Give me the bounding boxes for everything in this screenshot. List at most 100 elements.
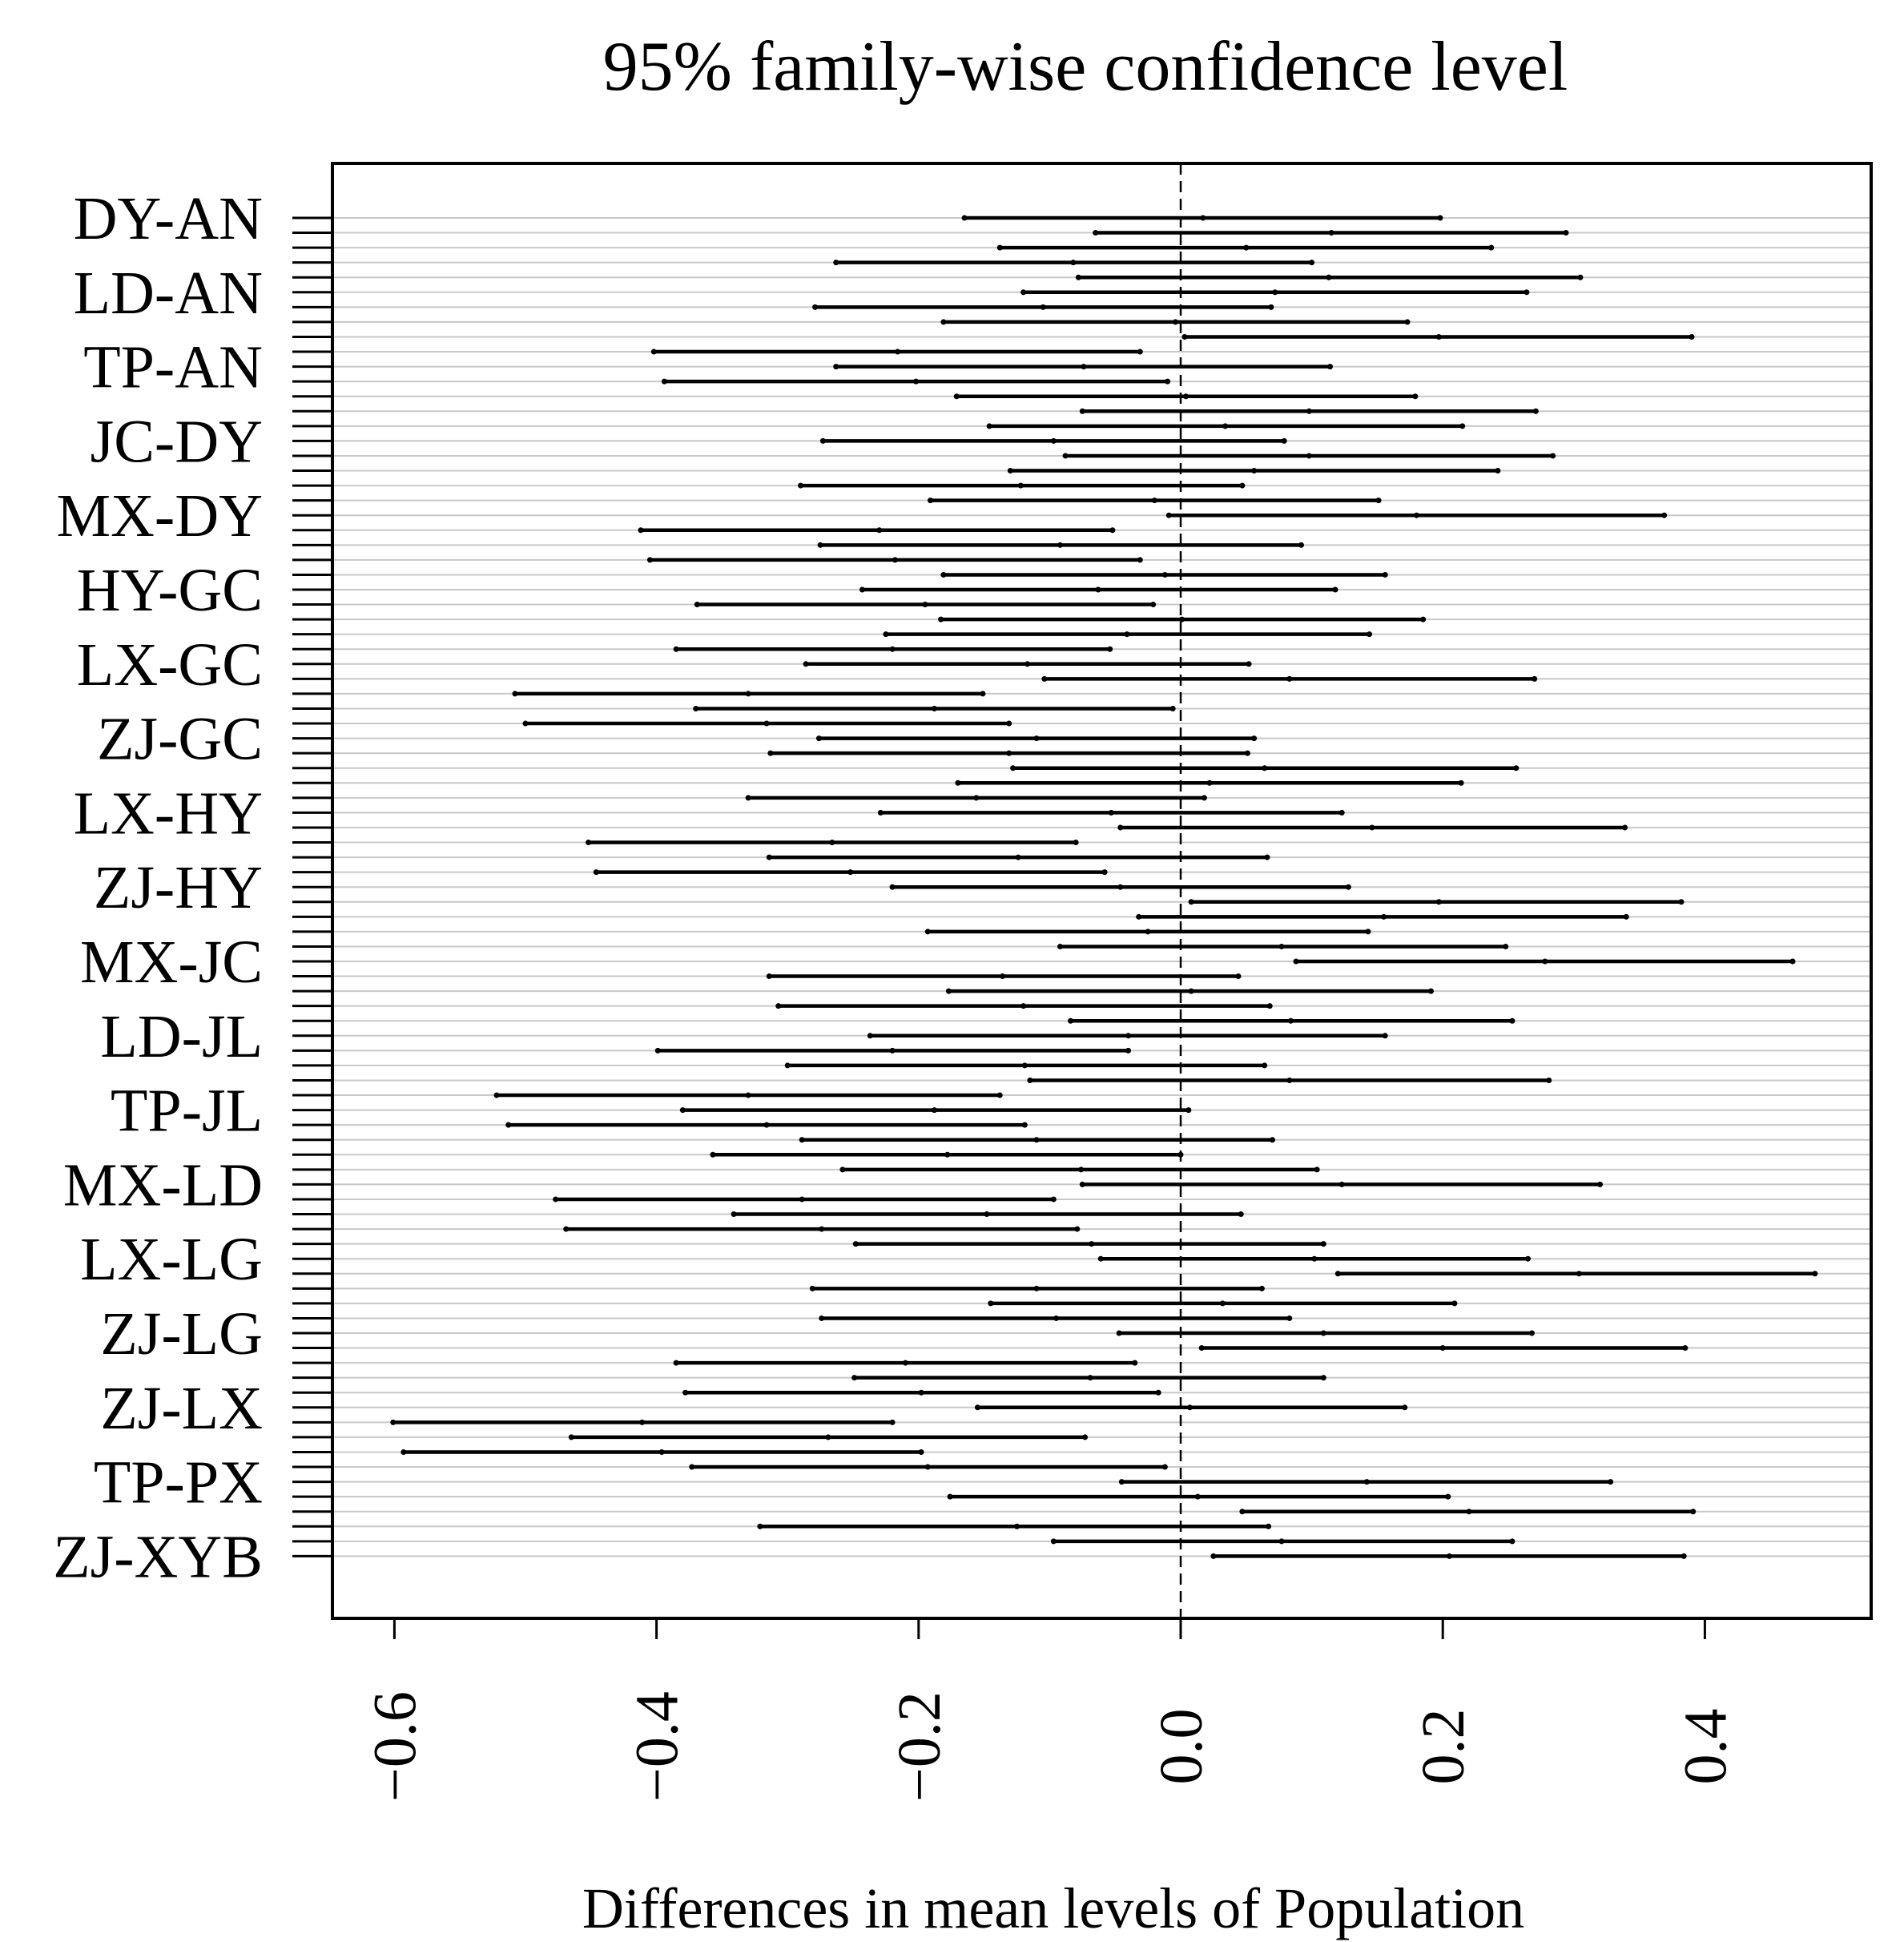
y-tick-label: ZJ-XYB <box>53 1523 263 1590</box>
interval <box>974 1404 1408 1411</box>
interval-upper <box>1281 437 1287 444</box>
interval-estimate <box>1326 274 1332 280</box>
interval-estimate <box>825 1434 831 1440</box>
interval-lower <box>819 1315 825 1321</box>
interval-upper <box>1577 274 1584 280</box>
interval-upper <box>1270 1137 1276 1143</box>
interval-lower <box>563 1226 570 1232</box>
interval-upper <box>1258 1285 1265 1291</box>
interval <box>833 364 1334 370</box>
interval-estimate <box>892 557 898 563</box>
interval-estimate <box>1095 586 1101 593</box>
interval-estimate <box>745 691 751 697</box>
interval-upper <box>1681 1553 1687 1559</box>
interval-lower <box>775 1003 782 1009</box>
interval-lower <box>859 586 865 593</box>
interval-upper <box>1332 586 1338 593</box>
interval-lower <box>1079 1181 1085 1187</box>
interval <box>1027 1077 1552 1083</box>
interval-estimate <box>1194 1493 1201 1500</box>
interval-estimate <box>1251 468 1258 474</box>
interval-estimate <box>1053 1315 1060 1321</box>
interval-upper <box>1451 1300 1458 1307</box>
interval <box>650 349 1143 355</box>
interval-estimate <box>1050 437 1057 444</box>
interval-lower <box>819 437 826 444</box>
interval <box>953 393 1419 400</box>
x-axis-label: Differences in mean levels of Population <box>582 1876 1524 1940</box>
interval <box>522 720 1012 727</box>
interval-upper <box>1006 720 1012 727</box>
interval-estimate <box>1311 1255 1318 1262</box>
y-tick-label: ZJ-LG <box>100 1300 263 1368</box>
interval <box>1062 453 1556 459</box>
interval-estimate <box>1381 913 1387 920</box>
interval-estimate <box>1161 571 1168 578</box>
interval-upper <box>1125 1047 1132 1054</box>
interval-upper <box>1404 319 1411 325</box>
interval-upper <box>1266 1523 1272 1529</box>
interval <box>710 1151 1184 1158</box>
interval-estimate <box>1435 899 1442 905</box>
interval <box>1020 289 1530 296</box>
y-tick-labels: DY-AN LD-AN TP-AN JC-DY MX-DY HY-GC LX-GC ZJ-GC… <box>53 185 263 1590</box>
interval-estimate <box>1219 1300 1226 1307</box>
interval-lower <box>673 646 679 652</box>
interval-estimate <box>1576 1271 1582 1277</box>
interval-lower <box>1117 824 1124 831</box>
interval-estimate <box>1108 809 1114 816</box>
interval-upper <box>1495 468 1501 474</box>
interval-upper <box>1298 542 1305 548</box>
interval-lower <box>1075 274 1081 280</box>
interval-estimate <box>1186 1404 1193 1411</box>
interval-upper <box>1532 675 1538 682</box>
interval-lower <box>945 988 952 994</box>
interval-estimate <box>1145 929 1151 935</box>
interval-upper <box>1445 1493 1451 1500</box>
interval <box>1041 675 1538 682</box>
interval-lower <box>745 795 751 801</box>
interval-lower <box>710 1151 716 1158</box>
interval-upper <box>1169 705 1176 711</box>
interval-lower <box>974 1404 980 1411</box>
interval-lower <box>947 1493 953 1500</box>
interval-lower <box>986 423 992 429</box>
interval-estimate <box>763 1122 770 1128</box>
interval-estimate <box>1200 215 1206 221</box>
interval-lower <box>1097 1255 1104 1262</box>
interval <box>815 735 1258 742</box>
interval <box>938 616 1427 622</box>
interval-estimate <box>889 1047 896 1054</box>
interval-estimate <box>1446 1553 1452 1559</box>
interval-upper <box>1661 512 1668 518</box>
interval-lower <box>809 1285 815 1291</box>
interval <box>1118 1479 1614 1485</box>
y-tick-label: LX-LG <box>80 1226 263 1293</box>
interval-upper <box>1268 304 1274 310</box>
interval-lower <box>766 854 772 860</box>
interval <box>1075 274 1584 280</box>
interval-estimate <box>1262 765 1268 772</box>
interval-upper <box>1437 215 1443 221</box>
interval-estimate <box>876 527 883 534</box>
interval-estimate <box>1024 661 1031 667</box>
interval-estimate <box>1206 780 1213 786</box>
interval-upper <box>1623 913 1629 920</box>
interval-estimate <box>1057 542 1063 548</box>
interval-lower <box>1181 333 1188 340</box>
interval-estimate <box>1000 973 1006 980</box>
interval-estimate <box>1081 364 1087 370</box>
interval-lower <box>799 1137 805 1143</box>
interval <box>757 1523 1272 1529</box>
interval-upper <box>1050 1196 1057 1203</box>
interval-estimate <box>944 1151 951 1158</box>
interval-estimate <box>924 1464 931 1470</box>
interval-lower <box>928 498 934 504</box>
interval-upper <box>1382 1033 1388 1039</box>
interval-estimate <box>1183 393 1189 400</box>
interval-estimate <box>763 720 770 727</box>
interval-upper <box>1177 1151 1184 1158</box>
interval-lower <box>817 542 823 548</box>
interval-lower <box>767 750 774 756</box>
interval <box>1050 1538 1516 1545</box>
